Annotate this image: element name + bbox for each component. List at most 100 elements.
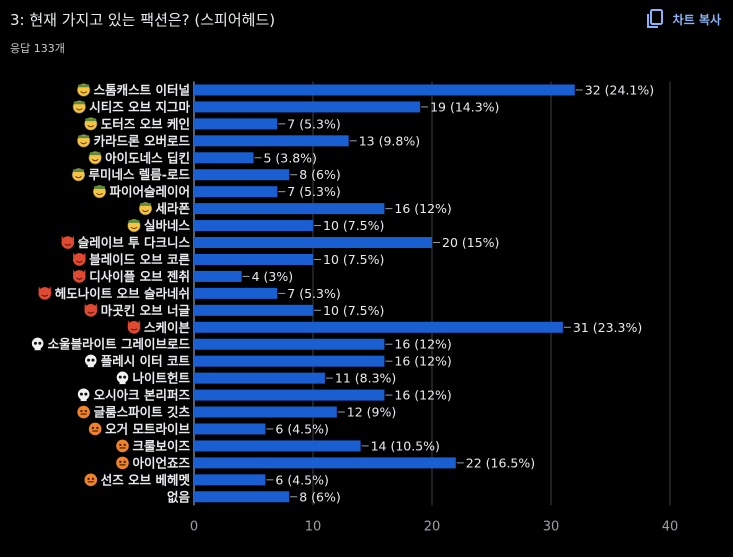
category-label: 오거 모트라이브 — [105, 421, 190, 436]
icon-face — [84, 304, 98, 317]
ogre-face-icon — [77, 405, 90, 419]
bar — [194, 118, 278, 130]
icon-jaw — [87, 364, 94, 368]
icon-face — [116, 439, 129, 453]
icon-face — [116, 371, 129, 384]
icon-mouth — [75, 108, 83, 111]
bar — [194, 406, 337, 418]
icon-mouth — [80, 141, 87, 145]
category-label: 글룸스파이트 깃츠 — [94, 405, 191, 420]
bar — [194, 389, 385, 401]
data-label: 10 (7.5%) — [323, 252, 384, 267]
category-label: 스톰캐스트 이터널 — [94, 82, 190, 97]
x-tick-label: 20 — [424, 519, 441, 534]
category-label: 디사이플 오브 젠취 — [89, 269, 190, 284]
icon-face — [31, 337, 44, 350]
copy-chart-label: 차트 복사 — [672, 12, 721, 27]
icon-eye — [118, 375, 122, 379]
data-label: 16 (12%) — [394, 388, 451, 403]
data-label: 16 (12%) — [394, 337, 451, 352]
icon-eye — [123, 460, 126, 464]
bar — [194, 169, 290, 181]
category-label: 아이도네스 딥킨 — [105, 150, 190, 165]
icon-jaw — [119, 381, 126, 385]
data-label: 4 (3%) — [252, 269, 294, 284]
bar — [194, 321, 563, 333]
skull-face-icon — [31, 337, 44, 351]
bar — [194, 135, 349, 147]
icon-mouth — [87, 311, 95, 314]
copy-chart-button[interactable]: 차트 복사 — [642, 6, 725, 32]
bar — [194, 220, 313, 232]
icon-face — [88, 422, 102, 436]
icon-jaw — [34, 347, 41, 351]
icon-eye — [91, 358, 95, 362]
data-label: 12 (9%) — [347, 405, 396, 420]
smile-face-icon — [84, 117, 98, 131]
icon-jaw — [80, 398, 87, 402]
category-label: 크룰보이즈 — [132, 438, 190, 453]
devil-face-icon — [84, 303, 98, 317]
copy-icon — [646, 9, 663, 28]
data-label: 10 (7.5%) — [323, 303, 384, 318]
category-label: 루미네스 렐름-로드 — [88, 167, 190, 182]
icon-hat — [89, 152, 101, 156]
bar — [194, 237, 432, 249]
bar — [194, 253, 313, 265]
icon-mouth — [142, 209, 149, 213]
chart-title: 3: 현재 가지고 있는 팩션은? (스피어헤드) — [10, 11, 276, 29]
bar — [194, 203, 385, 215]
icon-face — [77, 405, 90, 419]
data-label: 6 (4.5%) — [275, 421, 328, 436]
bar — [194, 101, 421, 113]
smile-face-icon — [77, 83, 91, 97]
bar — [194, 304, 313, 316]
data-label: 19 (14.3%) — [430, 99, 499, 114]
devil-face-icon — [127, 320, 141, 334]
icon-mouth — [80, 91, 87, 94]
icon-mouth — [96, 192, 103, 196]
bar — [194, 474, 266, 486]
icon-mouth — [75, 175, 82, 179]
x-tick-label: 0 — [190, 519, 198, 534]
smile-face-icon — [77, 134, 91, 148]
icon-eye — [96, 426, 99, 430]
icon-hat — [93, 186, 105, 189]
icon-hat — [78, 135, 90, 139]
icon-mouth — [41, 294, 49, 297]
category-label: 마곳킨 오브 너글 — [101, 303, 191, 318]
icon-eye — [123, 375, 127, 379]
x-tick-label: 40 — [662, 519, 679, 534]
category-label: 소울블라이트 그레이브로드 — [48, 337, 191, 352]
icon-mouth — [75, 260, 83, 263]
category-label: 선즈 오브 베헤멧 — [101, 472, 191, 487]
icon-eye — [87, 477, 90, 481]
smile-face-icon — [92, 185, 107, 199]
devil-face-icon — [38, 286, 52, 300]
category-label: 나이트헌트 — [132, 371, 190, 386]
icon-eye — [38, 341, 42, 345]
icon-face — [38, 287, 52, 300]
bar — [194, 423, 266, 435]
bar — [194, 440, 361, 452]
data-label: 7 (5.3%) — [287, 286, 340, 301]
category-label: 헤도나이트 오브 슬라네쉬 — [55, 286, 190, 301]
icon-mouth — [130, 328, 138, 331]
smile-face-icon — [88, 151, 102, 165]
category-label: 세라폰 — [155, 201, 190, 216]
data-label: 22 (16.5%) — [466, 455, 535, 470]
icon-eye — [119, 443, 122, 447]
icon-eye — [123, 443, 126, 447]
ogre-face-icon — [84, 473, 98, 487]
data-label: 8 (6%) — [299, 167, 341, 182]
smile-face-icon — [71, 168, 86, 182]
category-label: 시티즈 오브 지그마 — [89, 99, 190, 114]
bar — [194, 491, 290, 503]
bar — [194, 84, 575, 96]
icon-face — [84, 473, 98, 487]
data-label: 20 (15%) — [442, 235, 499, 250]
data-label: 13 (9.8%) — [359, 133, 420, 148]
category-label: 도터즈 오브 케인 — [101, 116, 190, 131]
icon-mouth — [87, 125, 95, 128]
skull-face-icon — [84, 354, 97, 368]
